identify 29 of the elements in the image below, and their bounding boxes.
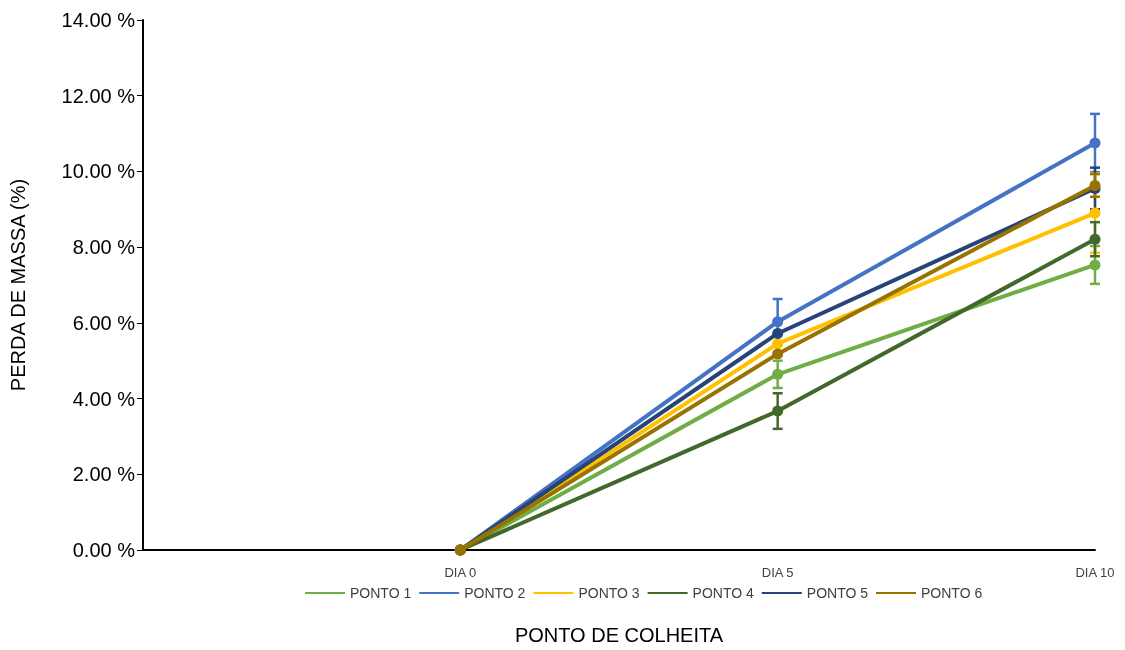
point [772,348,784,360]
legend-label: PONTO 5 [806,585,869,601]
y-axis-title: PERDA DE MASSA (%) [7,178,29,392]
point [772,338,784,350]
y-tick-label: 14.00 % [61,9,136,31]
y-tick-label: 0.00 % [72,539,136,561]
x-tick-label: DIA 10 [1075,565,1115,580]
point [772,368,784,380]
point [772,405,784,417]
point [772,316,784,328]
legend-label: PONTO 4 [692,585,755,601]
y-tick-label: 4.00 % [72,387,136,410]
legend-label: PONTO 1 [350,585,412,601]
point [1089,259,1101,271]
x-axis-title: PONTO DE COLHEITA [514,624,724,646]
y-tick-label: 6.00 % [72,311,136,334]
point [1089,137,1101,149]
point [772,327,784,339]
legend-label: PONTO 3 [578,585,640,601]
x-tick-label: DIA 5 [761,565,794,580]
y-tick-label: 10.00 % [61,160,136,183]
point [1089,233,1101,245]
legend-label: PONTO 2 [464,585,526,601]
y-tick-label: 12.00 % [61,84,136,107]
y-tick-label: 8.00 % [72,236,136,259]
point [1089,207,1101,219]
x-tick-label: DIA 0 [444,565,477,580]
y-tick-label: 2.00 % [72,463,136,486]
legend-label: PONTO 6 [921,585,983,601]
